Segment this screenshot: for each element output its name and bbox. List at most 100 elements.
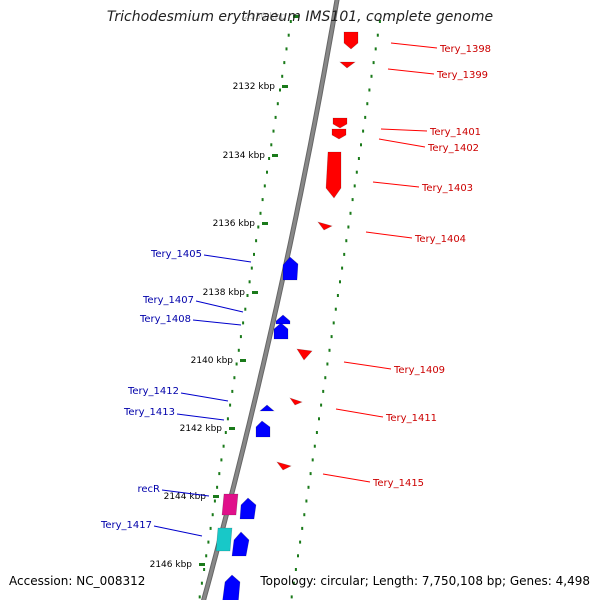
leader-line-tery-1409 bbox=[343, 361, 392, 370]
leader-line-tery-1398 bbox=[390, 42, 438, 49]
outer-ruler-ring-dot bbox=[372, 61, 375, 65]
inner-ruler-ring-dot bbox=[276, 102, 279, 106]
gene-arrow-tery-1417 bbox=[215, 527, 233, 552]
inner-ruler-ring-dot bbox=[233, 376, 236, 380]
inner-ruler-ring-dot bbox=[270, 143, 273, 147]
outer-ruler-ring-dot bbox=[341, 266, 344, 270]
gene-label-tery-1415: Tery_1415 bbox=[372, 478, 424, 489]
kbp-tick-mark bbox=[282, 85, 288, 88]
kbp-tick-label: 2138 kbp bbox=[203, 288, 246, 298]
kbp-tick-mark bbox=[213, 495, 219, 498]
gene-label-tery-1409: Tery_1409 bbox=[393, 365, 445, 376]
kbp-tick-mark bbox=[293, 15, 299, 18]
outer-ruler-ring-dot bbox=[351, 198, 354, 202]
inner-ruler-ring-dot bbox=[231, 389, 234, 393]
kbp-tick-label: 2134 kbp bbox=[223, 151, 266, 161]
gene-arrow-tery-1401 bbox=[332, 117, 348, 129]
outer-ruler-ring-dot bbox=[360, 143, 362, 147]
kbp-tick-label: 2132 kbp bbox=[233, 82, 276, 92]
inner-ruler-ring-dot bbox=[261, 198, 264, 202]
inner-ruler-ring-dot bbox=[200, 581, 203, 585]
inner-ruler-ring-dot bbox=[279, 88, 281, 92]
outer-ruler-ring-dot bbox=[320, 403, 323, 407]
gene-label-tery-1403: Tery_1403 bbox=[421, 183, 473, 194]
outer-ruler-ring-dot bbox=[313, 444, 316, 448]
gene-arrow-tery-1404 bbox=[317, 221, 333, 231]
inner-ruler-ring-dot bbox=[250, 266, 253, 270]
ruler-dots bbox=[198, 20, 381, 599]
inner-ruler-ring-dot bbox=[220, 458, 223, 462]
outer-ruler-ring-dot bbox=[353, 184, 356, 188]
inner-ruler-ring-dot bbox=[203, 568, 206, 571]
inner-ruler-ring-dot bbox=[281, 74, 284, 78]
gene-label-tery-1399: Tery_1399 bbox=[436, 70, 488, 81]
outer-ruler-ring-dot bbox=[322, 389, 325, 393]
outer-ruler-ring-dot bbox=[376, 33, 379, 37]
inner-ruler-ring-dot bbox=[209, 526, 212, 530]
outer-ruler-ring-dot bbox=[305, 499, 308, 503]
gene-label-recr: recR bbox=[138, 484, 161, 495]
outer-ruler-ring-dot bbox=[315, 431, 318, 434]
outer-ruler-ring-dot bbox=[378, 20, 381, 23]
inner-ruler-ring-dot bbox=[224, 431, 227, 434]
leader-line-tery-1403 bbox=[372, 181, 420, 188]
inner-ruler-ring-dot bbox=[285, 47, 288, 51]
inner-ruler-ring-dot bbox=[216, 485, 219, 489]
kbp-tick-label: 2144 kbp bbox=[164, 492, 207, 502]
inner-ruler-ring-dot bbox=[218, 472, 221, 476]
inner-ruler-ring-dot bbox=[229, 403, 232, 407]
kbp-tick-label: 2146 kbp bbox=[150, 560, 193, 570]
gene-arrow-tery-1407 bbox=[275, 314, 291, 325]
outer-ruler-ring-dot bbox=[294, 568, 297, 571]
leader-line-tery-1408 bbox=[192, 319, 242, 326]
outer-ruler-ring-dot bbox=[290, 595, 293, 599]
outer-ruler-ring-dot bbox=[326, 362, 329, 366]
outer-ruler-ring-dot bbox=[330, 335, 333, 339]
inner-ruler-ring-dot bbox=[205, 554, 208, 558]
outer-ruler-ring-dot bbox=[339, 280, 341, 284]
gene-label-tery-1398: Tery_1398 bbox=[439, 44, 491, 55]
inner-ruler-ring-dot bbox=[246, 294, 249, 297]
gene-arrow-tery-1419 bbox=[222, 574, 241, 600]
inner-ruler-ring-dot bbox=[248, 280, 251, 284]
outer-ruler-ring-dot bbox=[303, 513, 306, 517]
gene-label-tery-1417: Tery_1417 bbox=[100, 520, 152, 531]
inner-ruler-ring-dot bbox=[235, 362, 238, 366]
gene-label-tery-1405: Tery_1405 bbox=[150, 249, 202, 260]
kbp-tick-label: 2130 kbp bbox=[244, 12, 287, 22]
outer-ruler-ring-dot bbox=[318, 417, 320, 421]
kbp-tick-mark bbox=[272, 154, 278, 157]
outer-ruler-ring-dot bbox=[345, 239, 348, 243]
outer-ruler-ring-dot bbox=[311, 458, 314, 462]
gene-label-tery-1412: Tery_1412 bbox=[127, 386, 179, 397]
leader-line-tery-1404 bbox=[365, 231, 413, 239]
gene-label-tery-1411: Tery_1411 bbox=[385, 413, 437, 424]
inner-ruler-ring-dot bbox=[242, 321, 245, 325]
leader-line-tery-1402 bbox=[378, 138, 426, 148]
gene-arrow-tery-1402 bbox=[331, 128, 347, 140]
gene-arrow-tery-1413 bbox=[255, 420, 271, 438]
leader-line-tery-1407 bbox=[195, 300, 244, 313]
gene-label-tery-1404: Tery_1404 bbox=[414, 234, 466, 245]
kbp-tick-label: 2140 kbp bbox=[191, 356, 234, 366]
outer-ruler-ring-dot bbox=[301, 526, 304, 530]
leader-line-tery-1412 bbox=[180, 392, 229, 402]
gene-features bbox=[215, 31, 359, 600]
kbp-tick-mark bbox=[262, 222, 268, 225]
inner-ruler-ring-dot bbox=[198, 595, 201, 599]
inner-ruler-ring-dot bbox=[268, 157, 271, 160]
gene-arrow-tery-1409 bbox=[296, 348, 313, 361]
leader-line-recr bbox=[161, 489, 210, 497]
outer-ruler-ring-dot bbox=[368, 88, 371, 92]
gene-arrow-tery-1399 bbox=[339, 61, 356, 69]
gene-arrow-tery-1411 bbox=[289, 397, 303, 406]
genome-summary-text: Topology: circular; Length: 7,750,108 bp… bbox=[260, 574, 590, 588]
outer-ruler-ring-dot bbox=[292, 581, 295, 585]
gene-label-tery-1408: Tery_1408 bbox=[139, 314, 191, 325]
inner-ruler-ring-dot bbox=[272, 129, 275, 133]
gene-arrow-tery-1403 bbox=[325, 151, 342, 199]
gene-label-tery-1402: Tery_1402 bbox=[427, 143, 479, 154]
outer-ruler-ring-dot bbox=[362, 129, 365, 133]
